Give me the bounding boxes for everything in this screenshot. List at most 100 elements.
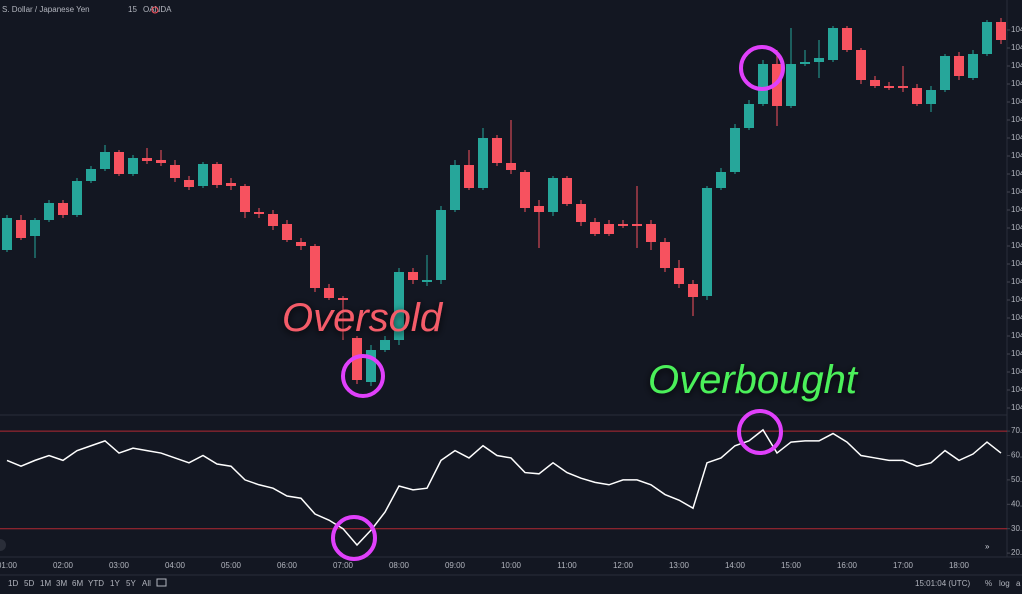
toolbar: 1D 5D 1M 3M 6M YTD 1Y 5Y All (8, 579, 151, 588)
plot: 104 104 104 104 104 104 104 104 104 104 104 104 104 1… (0, 18, 1022, 570)
candle-body (576, 204, 586, 222)
range-button[interactable]: All (142, 579, 151, 588)
y-tick-label: 40.00 (1011, 499, 1022, 508)
candle-body (982, 22, 992, 54)
y-tick-label: 50.00 (1011, 475, 1022, 484)
x-tick-label: 02:00 (53, 561, 74, 570)
range-button[interactable]: 1D (8, 579, 18, 588)
candle-body (72, 181, 82, 215)
y-tick-label: 104 (1011, 61, 1022, 70)
candle-body (366, 350, 376, 382)
range-button[interactable]: YTD (88, 579, 104, 588)
candle-body (618, 224, 628, 226)
range-button[interactable]: 3M (56, 579, 67, 588)
candle-body (2, 218, 12, 250)
oversold-annotation: Oversold (282, 296, 444, 340)
x-tick-label: 09:00 (445, 561, 466, 570)
auto-toggle[interactable]: a (1016, 579, 1021, 588)
candle-body (604, 224, 614, 234)
y-tick-label: 104 (1011, 349, 1022, 358)
candle-body (100, 152, 110, 169)
candle-body (240, 186, 250, 212)
candle-body (226, 183, 236, 186)
candle-body (450, 165, 460, 210)
log-toggle[interactable]: log (999, 579, 1010, 588)
rsi-line (6, 428, 1002, 547)
x-tick-label: 06:00 (277, 561, 298, 570)
range-button[interactable]: 6M (72, 579, 83, 588)
candle-body (702, 188, 712, 296)
x-tick-label: 10:00 (501, 561, 522, 570)
y-tick-label: 104 (1011, 205, 1022, 214)
candle-body (814, 58, 824, 62)
candle-body (142, 158, 152, 161)
y-tick-label: 104 (1011, 133, 1022, 142)
y-tick-label: 104 (1011, 367, 1022, 376)
candle-body (968, 54, 978, 78)
candle-body (996, 22, 1006, 40)
y-tick-label: 60.00 (1011, 451, 1022, 460)
x-tick-label: 05:00 (221, 561, 242, 570)
candle-body (436, 210, 446, 280)
x-tick-label: 07:00 (333, 561, 354, 570)
candle-body (800, 62, 810, 64)
overbought-annotation: Overbought (648, 358, 859, 402)
x-tick-label: 15:00 (781, 561, 802, 570)
y-tick-label: 104 (1011, 385, 1022, 394)
candle-body (506, 163, 516, 170)
y-tick-label: 104 (1011, 115, 1022, 124)
candle-body (128, 158, 138, 174)
candle-body (156, 160, 166, 163)
candle-body (44, 203, 54, 220)
candle-body (716, 172, 726, 188)
candle-body (842, 28, 852, 50)
range-button[interactable]: 5D (24, 579, 34, 588)
candle-body (590, 222, 600, 234)
candle-body (828, 28, 838, 60)
x-tick-label: 11:00 (557, 561, 577, 570)
range-button[interactable]: 5Y (126, 579, 136, 588)
candle-body (324, 288, 334, 298)
candle-body (422, 280, 432, 282)
candle-body (758, 64, 768, 104)
candle-body (16, 220, 26, 238)
scroll-right[interactable]: » (985, 542, 990, 551)
y-tick-label: 104 (1011, 79, 1022, 88)
highlight-circle (739, 45, 785, 91)
candle-body (198, 164, 208, 186)
status-dot (151, 6, 159, 14)
candle-body (786, 64, 796, 106)
y-tick-label: 30.00 (1011, 524, 1022, 533)
candle-body (184, 180, 194, 187)
interval: 15 (128, 5, 137, 14)
x-tick-label: 18:00 (949, 561, 970, 570)
candle-body (632, 224, 642, 226)
candle-body (912, 88, 922, 104)
y-tick-label: 104 (1011, 97, 1022, 106)
candle-body (30, 220, 40, 236)
x-tick-label: 12:00 (613, 561, 634, 570)
candle-body (898, 86, 908, 88)
clock: 15:01:04 (UTC) (915, 579, 970, 588)
date-range-icon[interactable] (156, 578, 167, 587)
y-tick-label: 104 (1011, 151, 1022, 160)
candle-body (408, 272, 418, 280)
candle-body (534, 206, 544, 212)
y-tick-label: 20.00 (1011, 548, 1022, 557)
percent-toggle[interactable]: % (985, 579, 992, 588)
highlight-circle (341, 354, 385, 398)
candle-body (744, 104, 754, 128)
candle-body (688, 284, 698, 297)
candle-body (940, 56, 950, 90)
candle-body (310, 246, 320, 288)
candle-body (338, 298, 348, 300)
range-button[interactable]: 1Y (110, 579, 120, 588)
candle-body (674, 268, 684, 284)
range-button[interactable]: 1M (40, 579, 51, 588)
candle-body (730, 128, 740, 172)
candle-body (380, 340, 390, 350)
candle-body (282, 224, 292, 240)
scroll-button[interactable] (0, 539, 6, 551)
